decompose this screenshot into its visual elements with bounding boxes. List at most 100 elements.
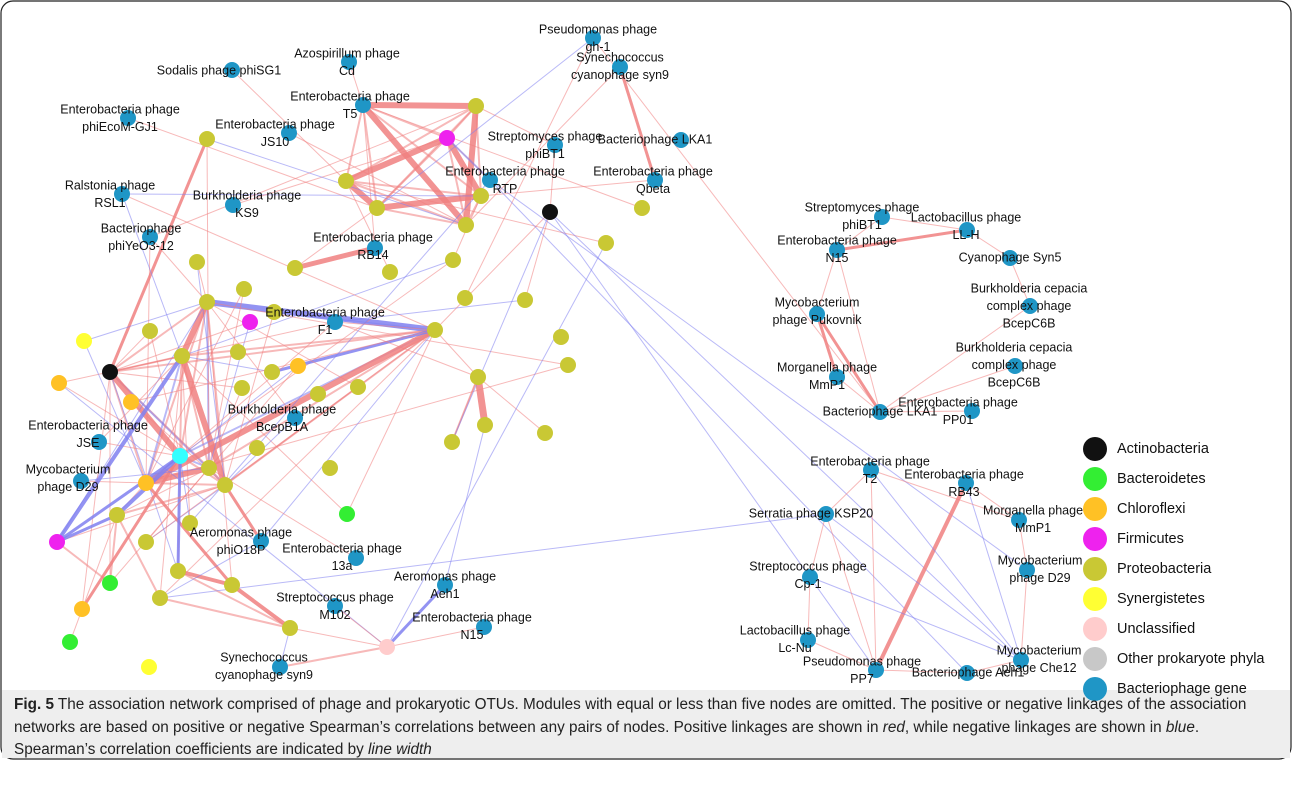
node-label: Enterobacteria phage (282, 541, 402, 555)
edges (55, 37, 1031, 674)
positive-link (206, 301, 359, 388)
phage-node (809, 306, 825, 322)
otu-node (74, 601, 90, 617)
otu-node (174, 348, 190, 364)
negative-link (181, 259, 454, 357)
otu-node (290, 358, 306, 374)
node-label: PP7 (850, 672, 874, 686)
node-label: Aeromonas phage (394, 569, 496, 583)
positive-link (807, 639, 877, 671)
node-label: RTP (493, 182, 518, 196)
legend-label: Bacteroidetes (1117, 471, 1206, 487)
negative-link (489, 179, 1028, 571)
phage-node (341, 54, 357, 70)
node-label: Morganella phage (777, 360, 877, 374)
negative-link (260, 329, 436, 542)
positive-link (475, 105, 556, 146)
caption-text: , while negative linkages are shown in (904, 718, 1166, 736)
otu-node (142, 323, 158, 339)
phage-node (355, 97, 371, 113)
positive-link (870, 469, 877, 671)
legend-swatch (1083, 437, 1107, 461)
phage-node (1011, 512, 1027, 528)
positive-link (177, 570, 291, 629)
positive-link (444, 136, 484, 198)
node-label: LL-H (952, 228, 979, 242)
positive-link (345, 105, 477, 182)
positive-link (480, 179, 656, 197)
positive-link (386, 626, 485, 648)
positive-link (58, 382, 181, 457)
node-label: Lactobacillus phage (911, 210, 1022, 224)
otu-node (189, 254, 205, 270)
node-label: Streptomyces phage (805, 200, 920, 214)
otu-node (102, 575, 118, 591)
positive-link (116, 484, 226, 516)
positive-link (360, 103, 469, 227)
node-label: Cyanophage Syn5 (959, 250, 1062, 264)
otu-node (470, 369, 486, 385)
node-label: Synechococcus (576, 50, 664, 64)
otu-node (170, 563, 186, 579)
phage-node (281, 125, 297, 141)
otu-node (141, 659, 157, 675)
phage-node (673, 132, 689, 148)
negative-link (965, 482, 1022, 661)
negative-link (83, 301, 208, 342)
legend-swatch (1083, 557, 1107, 581)
positive-link (879, 410, 973, 413)
positive-link (524, 211, 551, 301)
phage-node (1019, 562, 1035, 578)
positive-link (98, 441, 181, 457)
positive-link (475, 105, 482, 197)
positive-link (1009, 257, 1031, 307)
positive-link (116, 467, 210, 516)
positive-link (98, 355, 183, 443)
positive-link (465, 66, 621, 226)
negative-link (386, 242, 607, 648)
legend-swatch (1083, 647, 1107, 671)
otu-node (542, 204, 558, 220)
positive-link (179, 301, 208, 457)
otu-node (282, 620, 298, 636)
otu-node (62, 634, 78, 650)
otu-node (287, 260, 303, 276)
phage-node (872, 404, 888, 420)
phage-node (120, 110, 136, 126)
node-label: F1 (318, 323, 333, 337)
node-label: JS10 (261, 135, 290, 149)
phage-node (868, 662, 884, 678)
negative-link (55, 354, 184, 544)
negative-link (83, 340, 147, 484)
positive-link (825, 513, 877, 671)
node-label: phiYeO3-12 (108, 239, 174, 253)
positive-link (464, 37, 594, 299)
otu-node (230, 344, 246, 360)
positive-link (208, 387, 243, 469)
positive-link (145, 329, 436, 543)
positive-link (81, 371, 111, 610)
positive-link (376, 207, 467, 226)
caption-text: blue (1165, 718, 1195, 736)
node-label: Enterobacteria phage (445, 164, 565, 178)
positive-link (177, 569, 233, 587)
phage-node (91, 434, 107, 450)
legend-label: Synergistetes (1117, 591, 1205, 607)
node-label: Streptococcus phage (749, 559, 866, 573)
positive-link (145, 467, 210, 543)
positive-link (208, 288, 245, 469)
node-label: Morganella phage (983, 503, 1083, 517)
otu-node (322, 460, 338, 476)
positive-link (836, 249, 881, 413)
otu-node (339, 506, 355, 522)
positive-link (879, 305, 1031, 413)
node-label: Burkholderia cepacia (956, 340, 1073, 354)
node-label: phage D29 (1009, 571, 1070, 585)
positive-link (208, 467, 357, 559)
positive-link (116, 514, 161, 599)
positive-link (1020, 569, 1028, 661)
negative-link (549, 211, 1022, 661)
negative-link (121, 193, 183, 357)
legend-swatch (1083, 527, 1107, 551)
node-label: Aeh1 (430, 587, 459, 601)
